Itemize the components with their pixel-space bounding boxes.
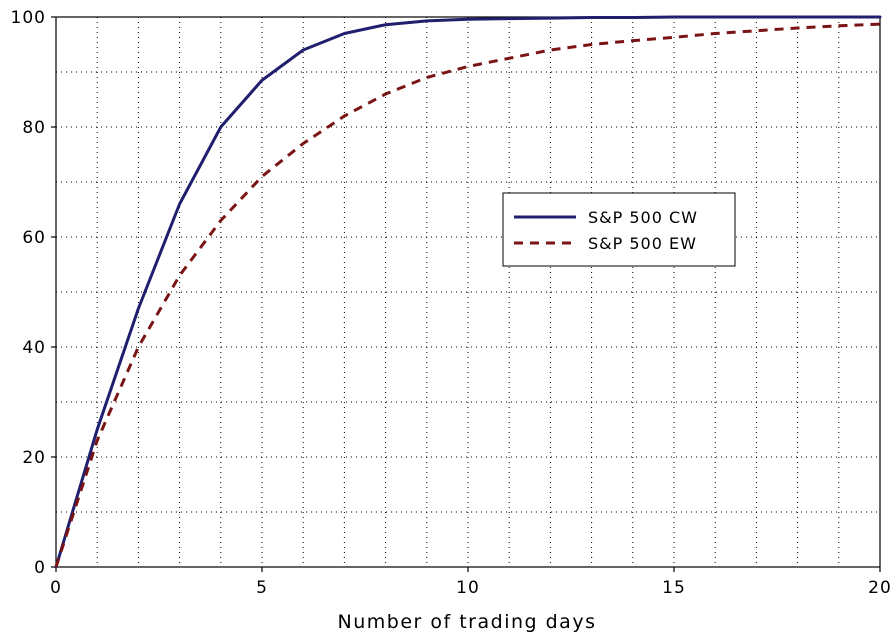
x-tick-label: 15 xyxy=(662,578,686,598)
y-tick-label: 20 xyxy=(22,448,46,468)
y-tick-label: 80 xyxy=(22,118,46,138)
legend-label-ew: S&P 500 EW xyxy=(588,234,697,253)
x-tick-label: 5 xyxy=(256,578,268,598)
x-axis-title: Number of trading days xyxy=(338,611,597,633)
x-tick-label: 20 xyxy=(868,578,892,598)
series-line-cw xyxy=(54,15,882,569)
ticks: 0 5 10 15 20 0 20 40 60 80 100 xyxy=(11,8,892,598)
y-tick-label: 0 xyxy=(34,558,46,578)
y-tick-label: 60 xyxy=(22,228,46,248)
x-tick-label: 10 xyxy=(456,578,480,598)
legend-label-cw: S&P 500 CW xyxy=(588,208,698,227)
legend: S&P 500 CW S&P 500 EW xyxy=(502,192,736,267)
series-layer xyxy=(54,15,882,569)
legend-box xyxy=(502,192,736,267)
x-tick-label: 0 xyxy=(50,578,62,598)
grid xyxy=(56,17,880,567)
y-tick-label: 100 xyxy=(11,8,46,28)
y-tick-label: 40 xyxy=(22,338,46,358)
series-line-ew xyxy=(54,22,881,568)
